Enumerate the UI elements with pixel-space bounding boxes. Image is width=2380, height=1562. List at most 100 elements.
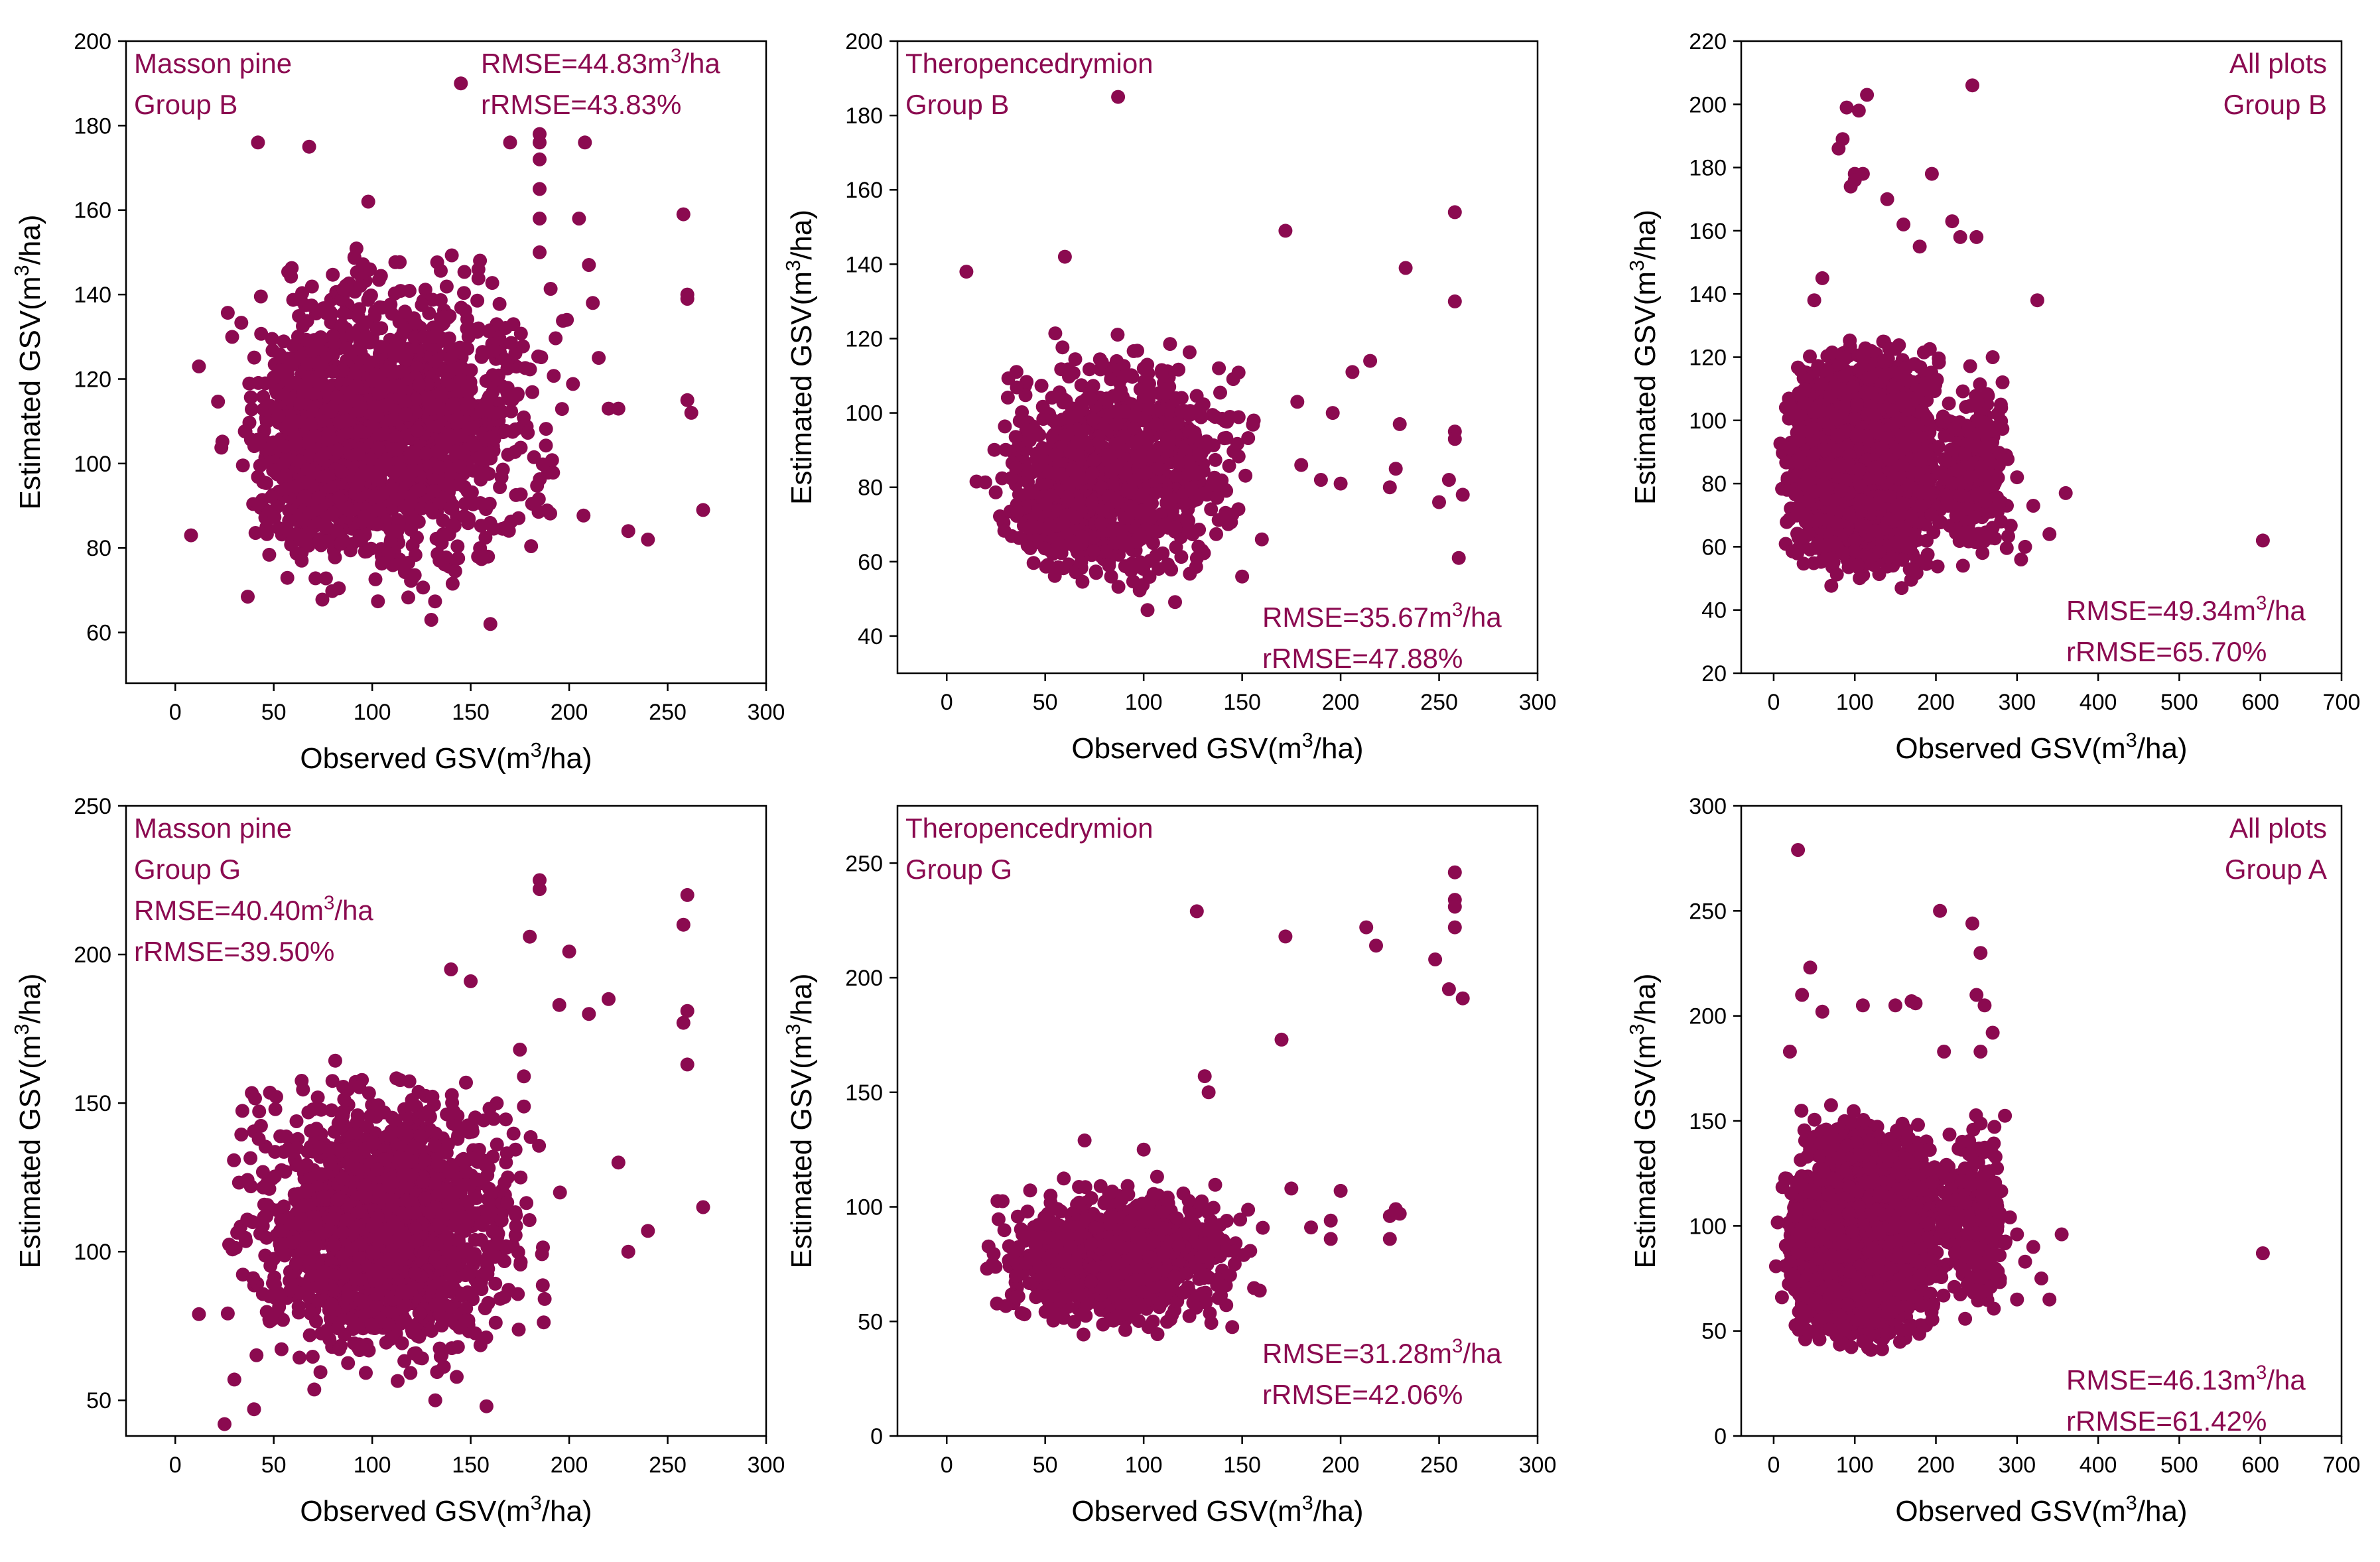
data-point: [1009, 460, 1024, 475]
data-point: [1037, 541, 1052, 556]
x-tick-label: 300: [1519, 690, 1557, 715]
data-point: [1191, 539, 1206, 554]
data-point: [381, 397, 395, 412]
panel-p3: 0 100 200 300 400 500 600 700204060801001201401…: [1625, 29, 2361, 765]
data-point: [473, 253, 488, 268]
data-point: [1116, 369, 1131, 384]
data-point: [696, 503, 710, 517]
data-point: [482, 324, 496, 339]
data-point: [326, 507, 340, 521]
x-tick-label: 50: [1033, 690, 1058, 715]
data-point: [267, 510, 282, 525]
data-point: [1092, 436, 1106, 450]
data-point: [436, 527, 450, 541]
data-point: [243, 390, 258, 405]
data-point: [330, 390, 344, 405]
data-point: [1136, 578, 1150, 592]
y-tick-label: 140: [845, 252, 883, 277]
data-point: [389, 442, 403, 457]
data-point: [493, 480, 507, 494]
y-axis-label: Estimated GSV(m3/ha): [10, 214, 47, 509]
data-point: [525, 385, 539, 399]
data-point: [361, 194, 375, 209]
data-point: [1106, 389, 1121, 403]
data-point: [211, 395, 226, 409]
data-point: [367, 400, 381, 414]
data-point: [267, 370, 281, 385]
data-point: [452, 459, 467, 474]
data-point: [533, 135, 547, 150]
data-point: [448, 564, 462, 578]
data-point: [578, 135, 592, 150]
data-point: [621, 524, 635, 539]
data-point: [1060, 489, 1075, 504]
data-point: [1000, 390, 1015, 405]
y-tick-label: 40: [858, 624, 883, 649]
data-point: [680, 292, 694, 306]
data-point: [1061, 362, 1075, 377]
data-point: [401, 590, 415, 605]
data-point: [1894, 581, 1909, 596]
data-point: [364, 541, 378, 556]
data-point: [371, 386, 386, 401]
data-point: [995, 471, 1010, 486]
panel-title-line: Masson pine: [134, 48, 292, 79]
data-point: [304, 279, 319, 294]
data-point: [353, 533, 367, 547]
data-point: [474, 472, 488, 487]
data-point: [1345, 365, 1360, 379]
data-point: [533, 245, 547, 259]
x-tick-label: 250: [1420, 690, 1458, 715]
data-point: [464, 382, 478, 397]
y-tick-label: 80: [86, 536, 111, 561]
data-point: [1140, 603, 1155, 618]
data-point: [339, 341, 354, 356]
data-point: [1162, 560, 1177, 574]
data-point: [1192, 448, 1207, 462]
data-point: [432, 553, 447, 568]
data-point: [1032, 428, 1047, 442]
data-point: [326, 364, 340, 379]
data-point: [302, 505, 316, 520]
data-point: [418, 283, 432, 297]
data-point: [334, 318, 349, 332]
data-point: [1209, 527, 1223, 541]
data-point: [1290, 395, 1305, 409]
data-point: [242, 376, 257, 391]
data-point: [458, 303, 472, 318]
data-point: [301, 539, 316, 553]
y-axis-label: Estimated GSV(m3/ha): [781, 210, 819, 505]
data-point: [445, 397, 460, 411]
data-point: [415, 298, 429, 312]
data-point: [308, 571, 323, 586]
data-point: [1246, 417, 1260, 432]
data-point: [460, 396, 474, 411]
data-point: [354, 468, 369, 482]
data-point: [684, 405, 698, 420]
data-point: [457, 286, 471, 300]
data-point: [451, 551, 466, 566]
data-point: [1111, 580, 1126, 594]
data-point: [282, 513, 297, 528]
data-point: [1363, 354, 1378, 368]
data-point: [299, 332, 314, 347]
data-point: [371, 594, 385, 609]
data-point: [546, 466, 561, 480]
x-axis-label: Observed GSV(m3/ha): [300, 738, 592, 775]
data-point: [1058, 428, 1073, 442]
data-point: [1254, 532, 1269, 547]
data-point: [543, 282, 558, 296]
y-tick-label: 120: [74, 367, 111, 392]
x-tick-label: 150: [452, 700, 490, 725]
data-point: [474, 519, 488, 533]
data-point: [412, 378, 427, 392]
y-tick-label: 100: [74, 452, 111, 477]
y-tick-label: 140: [74, 283, 111, 308]
data-point: [484, 451, 498, 466]
data-point: [353, 279, 367, 293]
data-point: [586, 296, 600, 310]
data-point: [1803, 349, 1817, 363]
data-point: [1223, 410, 1237, 424]
data-point: [1159, 495, 1173, 510]
data-point: [332, 581, 346, 596]
